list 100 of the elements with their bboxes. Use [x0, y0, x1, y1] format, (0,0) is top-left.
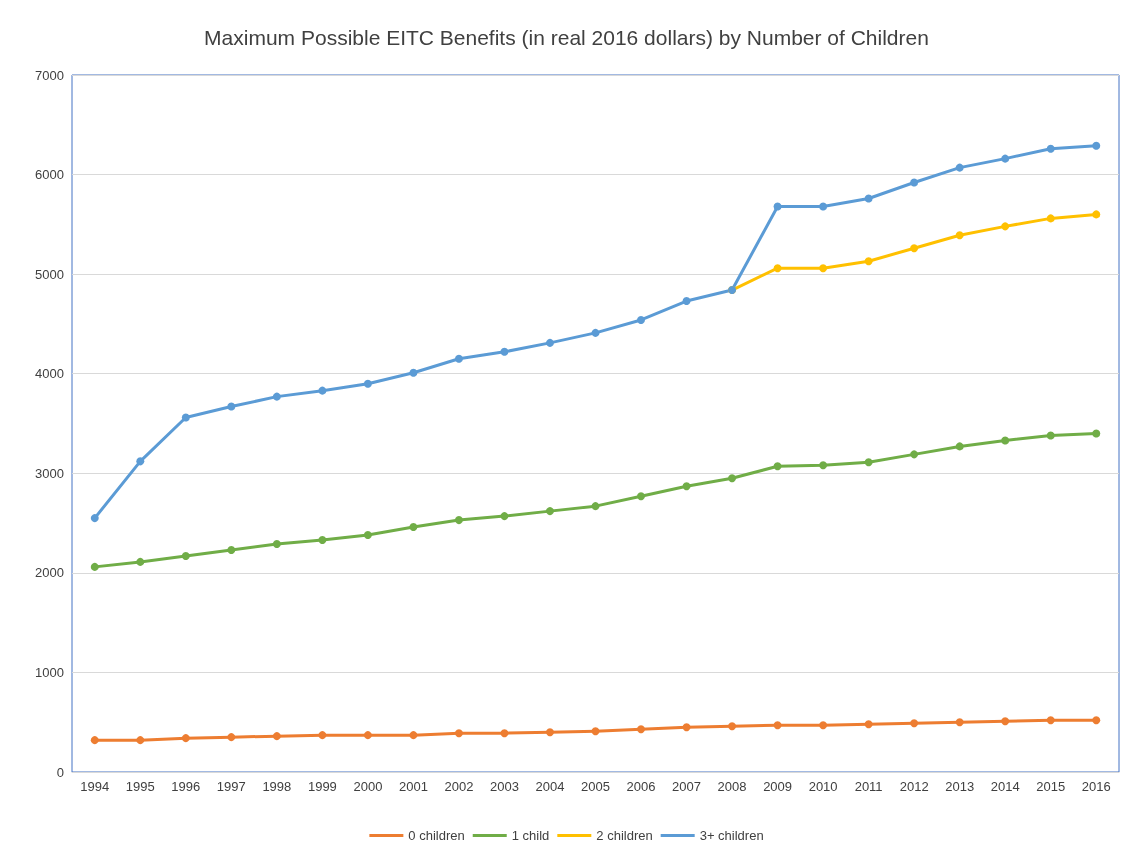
point [1001, 154, 1010, 163]
point [181, 551, 190, 560]
point [910, 178, 919, 187]
point [819, 461, 828, 470]
point [773, 462, 782, 471]
point [136, 457, 145, 466]
point [773, 721, 782, 730]
legend-label: 0 children [408, 828, 465, 843]
x-tick-label: 2003 [490, 779, 519, 794]
point [1046, 144, 1055, 153]
point [454, 516, 463, 525]
point [637, 725, 646, 734]
x-tick-label: 2008 [717, 779, 747, 794]
point [363, 379, 372, 388]
point [637, 315, 646, 324]
point [136, 736, 145, 745]
x-tick-label: 1997 [216, 779, 246, 794]
x-tick-label: 2007 [672, 779, 701, 794]
point [409, 731, 418, 740]
point [545, 507, 554, 516]
point [318, 731, 327, 740]
point [910, 244, 919, 253]
point [500, 347, 509, 356]
point [454, 729, 463, 738]
y-tick-label: 2000 [35, 565, 64, 581]
point [819, 721, 828, 730]
x-tick-label: 2011 [854, 779, 883, 794]
point [1001, 436, 1010, 445]
point [1092, 716, 1101, 725]
point [864, 257, 873, 266]
point [363, 731, 372, 740]
point [545, 338, 554, 347]
point [1092, 429, 1101, 438]
point [1092, 210, 1101, 219]
point [90, 514, 99, 523]
point [591, 502, 600, 511]
point [955, 718, 964, 727]
point [1092, 141, 1101, 150]
y-tick-label: 6000 [35, 167, 64, 183]
x-tick-label: 2006 [626, 779, 656, 794]
point [910, 719, 919, 728]
point [955, 163, 964, 172]
point [363, 531, 372, 540]
point [728, 722, 737, 731]
x-tick-label: 2013 [945, 779, 975, 794]
point [773, 264, 782, 273]
point [773, 202, 782, 211]
point [181, 734, 190, 743]
y-tick-label: 1000 [35, 664, 64, 680]
x-tick-label: 2005 [581, 779, 610, 794]
point [1046, 214, 1055, 223]
y-tick-label: 0 [56, 764, 64, 780]
point [227, 402, 236, 411]
chart-title: Maximum Possible EITC Benefits (in real 2016 dollars) by Number of Children [204, 26, 929, 49]
y-tick-label: 7000 [35, 67, 64, 83]
point [318, 536, 327, 544]
y-tick-label: 4000 [35, 366, 64, 382]
point [409, 368, 418, 377]
point [1001, 717, 1010, 726]
x-tick-label: 2014 [990, 779, 1020, 794]
point [181, 413, 190, 422]
x-tick-label: 2012 [899, 779, 929, 794]
point [864, 194, 873, 203]
point [90, 562, 99, 571]
point [545, 728, 554, 737]
point [409, 523, 418, 532]
point [227, 733, 236, 742]
legend-label: 2 children [596, 828, 653, 843]
x-tick-label: 1995 [125, 779, 155, 794]
legend-label: 1 child [511, 828, 550, 843]
point [1001, 222, 1010, 231]
point [591, 328, 600, 337]
x-tick-label: 2004 [535, 779, 565, 794]
point [728, 474, 737, 483]
x-tick-label: 2016 [1081, 779, 1111, 794]
point [637, 492, 646, 501]
x-tick-label: 2000 [353, 779, 383, 794]
x-tick-label: 1994 [80, 779, 110, 794]
point [454, 354, 463, 363]
point [318, 386, 327, 395]
x-tick-label: 1999 [307, 779, 337, 794]
point [819, 264, 828, 273]
point [864, 720, 873, 729]
point [955, 442, 964, 451]
point [910, 450, 919, 459]
point [272, 539, 281, 548]
x-tick-label: 2009 [763, 779, 793, 794]
point [682, 723, 691, 732]
x-tick-label: 1998 [262, 779, 292, 794]
x-tick-label: 2002 [444, 779, 474, 794]
point [272, 732, 281, 741]
point [864, 458, 873, 467]
point [1046, 716, 1055, 725]
x-tick-label: 2001 [398, 779, 428, 794]
x-tick-label: 1996 [171, 779, 201, 794]
point [227, 545, 236, 554]
point [1046, 431, 1055, 440]
y-tick-label: 3000 [35, 465, 64, 481]
point [955, 231, 964, 240]
y-tick-label: 5000 [35, 266, 64, 282]
